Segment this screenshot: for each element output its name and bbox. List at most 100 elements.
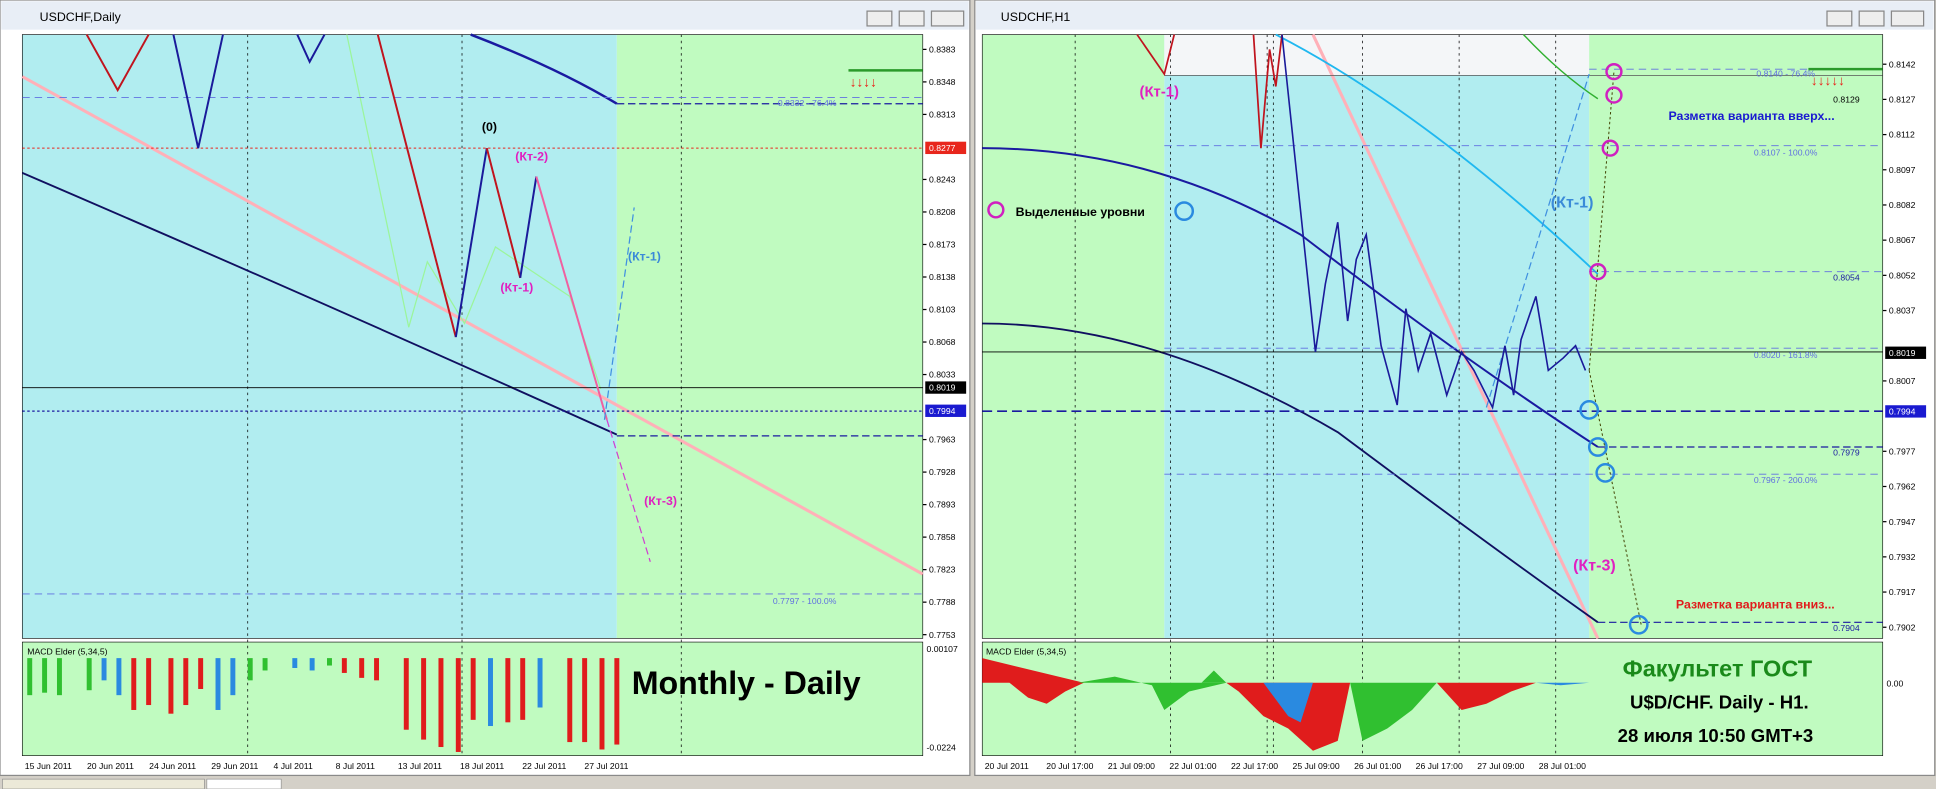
price-tick-label: 0.7947 bbox=[1889, 517, 1916, 527]
window-buttons[interactable] bbox=[866, 10, 965, 27]
price-tick-label: 0.8112 bbox=[1889, 130, 1915, 140]
date-label: 26 Jul 17:00 bbox=[1416, 761, 1463, 771]
zone-green bbox=[1589, 34, 1883, 639]
macd-tick: 0.00107 bbox=[927, 644, 958, 654]
price-tick-label: 0.8067 bbox=[1889, 235, 1916, 245]
date-label: 27 Jul 09:00 bbox=[1477, 761, 1524, 771]
level-label: 0.7797 - 100.0% bbox=[773, 596, 837, 606]
tabs[interactable] bbox=[2, 778, 282, 789]
annotation: (Кт-3) bbox=[1573, 556, 1616, 574]
date-label: 15 Jun 2011 bbox=[25, 761, 72, 771]
date-label: 4 Jul 2011 bbox=[273, 761, 312, 771]
window-daily: USDCHF,Daily ↓↓↓↓ (0) (Кт-2) (Кт-1) (Кт-… bbox=[0, 0, 971, 777]
date-label: 18 Jul 2011 bbox=[460, 761, 504, 771]
price-marker-label: 0.7994 bbox=[929, 406, 956, 416]
svg-text:↓↓↓↓: ↓↓↓↓ bbox=[850, 74, 877, 89]
date-label: 20 Jun 2011 bbox=[87, 761, 134, 771]
annotation: Выделенные уровни bbox=[1016, 205, 1145, 219]
zone-cyan bbox=[1164, 34, 1590, 639]
annotation: (Кт-1) bbox=[628, 250, 661, 264]
level-label: 0.8107 - 100.0% bbox=[1754, 148, 1818, 158]
price-tick-label: 0.8208 bbox=[929, 207, 956, 217]
zone-cyan bbox=[22, 34, 617, 639]
price-tick-label: 0.7932 bbox=[1889, 552, 1916, 562]
price-tick-label: 0.8173 bbox=[929, 240, 956, 250]
svg-text:↓↓↓↓↓: ↓↓↓↓↓ bbox=[1811, 73, 1845, 88]
price-marker-label: 0.8019 bbox=[929, 383, 956, 393]
macd-area bbox=[982, 658, 1590, 751]
price-marker-label: 0.8277 bbox=[929, 143, 956, 153]
drawings: ↓↓↓↓ bbox=[21, 33, 924, 595]
price-tick-label: 0.7962 bbox=[1889, 482, 1916, 492]
price-tick-label: 0.8313 bbox=[929, 110, 956, 120]
date-label: 26 Jul 01:00 bbox=[1354, 761, 1401, 771]
date-label: 20 Jul 17:00 bbox=[1046, 761, 1093, 771]
level-label: 0.7979 bbox=[1833, 448, 1860, 458]
price-tick-label: 0.8138 bbox=[929, 272, 956, 282]
price-tick-label: 0.8097 bbox=[1889, 165, 1916, 175]
level-label: 0.7904 bbox=[1833, 623, 1860, 633]
macd-panel bbox=[981, 641, 1884, 756]
caption: U$D/CHF. Daily - H1. bbox=[1630, 692, 1809, 713]
price-tick-label: 0.7917 bbox=[1889, 587, 1916, 597]
macd-tick: 0.00 bbox=[1886, 679, 1903, 689]
date-label: 13 Jul 2011 bbox=[398, 761, 442, 771]
macd-label: MACD Elder (5,34,5) bbox=[986, 646, 1066, 656]
price-tick-label: 0.8243 bbox=[929, 175, 956, 185]
level-label: 0.8140 - 76.4% bbox=[1756, 69, 1815, 79]
price-tick-label: 0.7963 bbox=[929, 435, 956, 445]
price-marker bbox=[925, 381, 967, 394]
price-tick-label: 0.8033 bbox=[929, 370, 956, 380]
price-marker bbox=[925, 404, 967, 417]
level-label: 0.8020 - 161.8% bbox=[1754, 350, 1818, 360]
caption: Факультет ГОСТ bbox=[1623, 656, 1813, 682]
annotation: (Кт-1) bbox=[500, 280, 533, 294]
price-marker-label: 0.7994 bbox=[1889, 407, 1916, 417]
level-label: 0.8332 - 76.4% bbox=[778, 98, 837, 108]
date-label: 22 Jul 2011 bbox=[522, 761, 566, 771]
annotation: Разметка варианта вниз... bbox=[1676, 598, 1835, 612]
macd-label: MACD Elder (5,34,5) bbox=[27, 646, 107, 656]
annotation: Разметка варианта вверх... bbox=[1668, 109, 1834, 123]
price-tick-label: 0.7753 bbox=[929, 630, 956, 640]
level-label: 0.8054 bbox=[1833, 272, 1860, 282]
date-label: 8 Jul 2011 bbox=[336, 761, 375, 771]
price-tick-label: 0.8348 bbox=[929, 77, 956, 87]
price-tick-label: 0.7977 bbox=[1889, 446, 1916, 456]
grid bbox=[247, 34, 682, 756]
date-label: 22 Jul 01:00 bbox=[1169, 761, 1216, 771]
title-bar bbox=[976, 1, 1934, 30]
annotation: (0) bbox=[482, 120, 497, 134]
window-buttons[interactable] bbox=[1826, 10, 1925, 27]
date-label: 28 Jul 01:00 bbox=[1539, 761, 1586, 771]
price-tick-label: 0.8142 bbox=[1889, 59, 1916, 69]
price-tick-label: 0.7928 bbox=[929, 467, 956, 477]
zone-green bbox=[616, 34, 923, 639]
price-tick-label: 0.8383 bbox=[929, 44, 956, 54]
price-tick-label: 0.7902 bbox=[1889, 622, 1916, 632]
date-label: 22 Jul 17:00 bbox=[1231, 761, 1278, 771]
price-tick-label: 0.8007 bbox=[1889, 376, 1916, 386]
window-title: USDCHF,H1 bbox=[1001, 10, 1071, 24]
price-tick-label: 0.8103 bbox=[929, 305, 956, 315]
price-tick-label: 0.8127 bbox=[1889, 94, 1916, 104]
date-label: 27 Jul 2011 bbox=[584, 761, 628, 771]
annotation: (Кт-1) bbox=[1551, 193, 1594, 211]
level-label: 0.7967 - 200.0% bbox=[1754, 475, 1818, 485]
title-bar bbox=[1, 1, 969, 30]
date-label: 29 Jun 2011 bbox=[211, 761, 258, 771]
annotation: (Кт-3) bbox=[644, 494, 677, 508]
price-tick-label: 0.7893 bbox=[929, 500, 956, 510]
level-label: 0.8129 bbox=[1833, 94, 1860, 104]
price-marker bbox=[1885, 346, 1927, 359]
window-title: USDCHF,Daily bbox=[40, 10, 122, 24]
caption: 28 июля 10:50 GMT+3 bbox=[1618, 725, 1814, 746]
drawings: ↓↓↓↓↓ bbox=[982, 33, 1883, 640]
window-h1: USDCHF,H1 ↓↓↓↓↓ (Кт-1) (Кт bbox=[974, 0, 1936, 777]
annotation: (Кт-2) bbox=[515, 150, 548, 164]
price-tick-label: 0.8068 bbox=[929, 337, 956, 347]
price-marker-label: 0.8019 bbox=[1889, 348, 1916, 358]
caption: Monthly - Daily bbox=[632, 665, 861, 701]
macd-tick: -0.0224 bbox=[927, 743, 957, 753]
